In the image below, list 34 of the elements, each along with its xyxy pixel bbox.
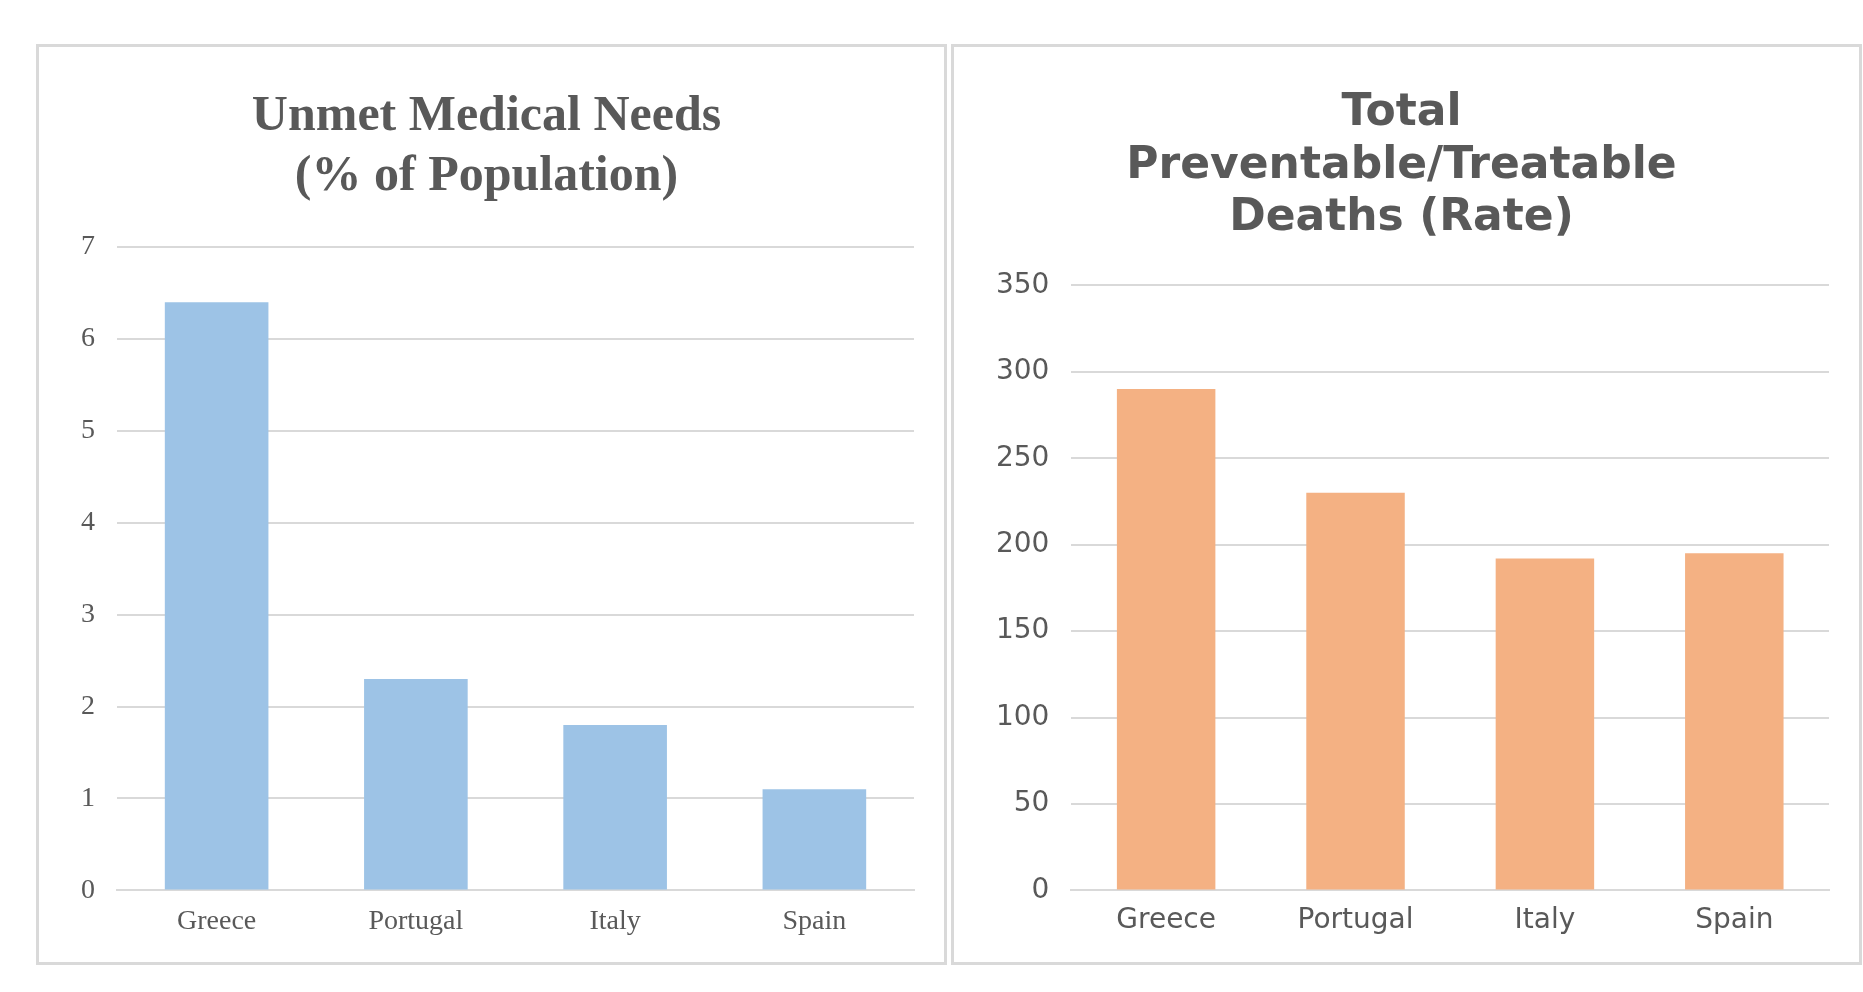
y-tick-label: 200 (995, 525, 1050, 559)
x-tick-label: Portugal (368, 903, 464, 935)
y-tick-label: 250 (995, 439, 1050, 473)
x-tick-label: Italy (589, 903, 641, 935)
bar (762, 789, 867, 890)
y-tick-label: 300 (995, 353, 1050, 387)
bar (1495, 558, 1595, 890)
bar (1685, 553, 1784, 890)
y-tick-label: 50 (1013, 785, 1050, 819)
y-tick-label: 7 (81, 229, 95, 261)
y-tick-label: 350 (995, 266, 1050, 300)
y-tick-label: 150 (995, 612, 1050, 646)
x-tick-label: Italy (1514, 902, 1576, 936)
y-tick-label: 1 (81, 780, 95, 812)
y-tick-label: 4 (81, 505, 95, 537)
y-tick-label: 0 (1031, 871, 1050, 905)
y-tick-label: 2 (81, 688, 95, 720)
bar (563, 724, 667, 890)
bar (1116, 389, 1216, 890)
y-tick-label: 5 (81, 413, 95, 445)
y-tick-label: 0 (81, 872, 95, 904)
y-tick-label: 100 (995, 698, 1050, 732)
x-tick-label: Spain (1695, 902, 1774, 936)
bar (164, 302, 269, 890)
chart-title: Total Preventable/Treatable Deaths (Rate) (1126, 83, 1677, 241)
y-tick-label: 6 (81, 321, 95, 353)
x-tick-label: Portugal (1297, 902, 1414, 936)
bar (364, 679, 468, 890)
x-tick-label: Spain (782, 903, 847, 935)
y-tick-label: 3 (81, 597, 95, 629)
bar (1306, 492, 1405, 890)
x-tick-label: Greece (176, 903, 257, 935)
chart-title: Unmet Medical Needs (% of Population) (251, 84, 722, 201)
x-tick-label: Greece (1116, 902, 1216, 936)
